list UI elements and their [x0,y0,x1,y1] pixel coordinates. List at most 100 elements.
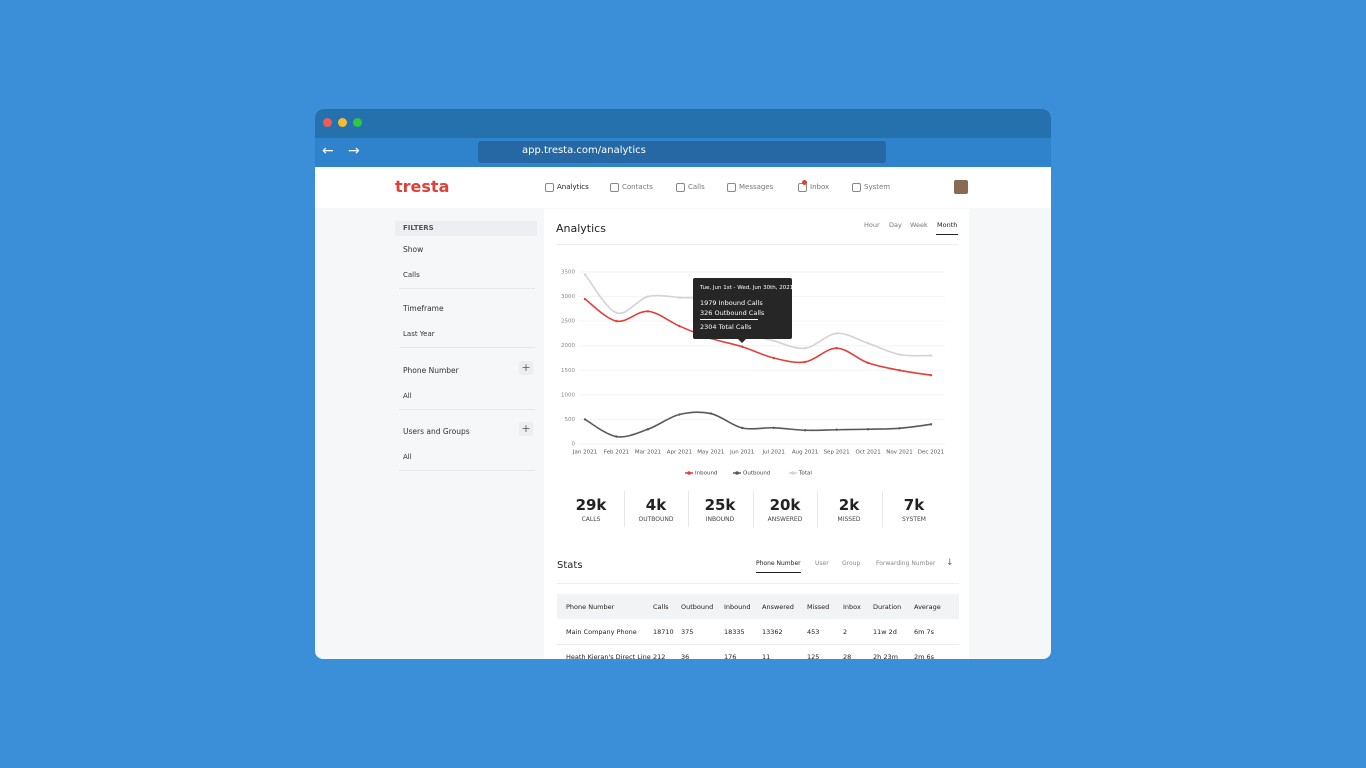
stats-tab[interactable]: User [815,560,829,567]
table-cell: Main Company Phone [566,628,637,636]
legend-label: Outbound [743,471,770,477]
table-cell: 2h 23m [873,653,898,659]
minimize-button[interactable] [338,118,347,127]
tooltip-line: 1979 Inbound Calls [700,299,763,307]
analytics-title: Analytics [556,222,606,235]
data-point [583,273,587,276]
stats-tab[interactable]: Phone Number [756,560,801,567]
heading-text: FILTERS [403,224,434,232]
nav-item[interactable]: Analytics [557,183,589,191]
analytics-card: Analytics [544,209,969,659]
address-row: ← → app.tresta.com/analytics [315,138,1051,167]
logo[interactable]: tresta [395,177,450,196]
table-cell: 36 [681,653,690,659]
data-point [835,346,838,350]
data-point [678,413,681,416]
series-line [584,411,932,438]
y-tick-label: 1000 [561,392,575,398]
table-cell: 18335 [724,628,745,636]
nav-item[interactable]: System [864,183,891,191]
stats-tab[interactable]: Forwarding Number [876,560,936,567]
table-header-cell: Missed [807,603,830,611]
data-point [741,345,744,348]
y-tick-label: 1500 [561,368,575,374]
y-tick-label: 0 [572,442,576,448]
filter-value[interactable]: All [403,453,412,461]
data-point [929,374,933,377]
url: app.tresta.com/analytics [522,145,646,156]
summary-divider [624,491,625,527]
address-bar[interactable]: app.tresta.com/analytics [478,141,886,163]
x-tick-label: Feb 2021 [604,450,629,456]
data-point [615,311,618,314]
data-point [646,310,650,313]
active-tab-underline [756,572,801,573]
summary-value: 7k [903,496,925,514]
table-cell: 18710 [653,628,674,636]
range-tab[interactable]: Hour [864,221,880,229]
x-tick-label: Aug 2021 [792,450,819,456]
filter-value[interactable]: Calls [403,271,420,279]
filter-label: Show [403,245,424,254]
close-button[interactable] [323,118,332,127]
forward-button[interactable]: → [348,143,360,159]
table-header-cell: Average [914,603,941,611]
table-cell: 11w 2d [873,628,897,636]
table-cell: 176 [724,653,737,659]
range-tab[interactable]: Week [910,221,928,229]
tooltip-arrow [737,338,747,343]
data-point [678,324,681,328]
series-line [584,298,932,376]
tooltip-line: 326 Outbound Calls [700,309,765,317]
data-point [866,361,870,365]
top-nav: tresta [315,167,1051,208]
tooltip-title: Tue, Jun 1st - Wed, Jun 30th, 2021 [700,285,794,291]
browser-window: ← → app.tresta.com/analytics tresta FILT… [315,109,1051,659]
stats-tab[interactable]: Group [842,560,861,567]
nav-item[interactable]: Contacts [622,183,653,191]
tooltip-rule [700,319,758,320]
x-tick-label: Sep 2021 [824,450,850,456]
nav-icon [676,183,685,192]
data-point [866,428,870,431]
table-header-cell: Outbound [681,603,714,611]
table-cell: 212 [653,653,666,659]
y-tick-label: 500 [565,417,576,423]
avatar[interactable] [954,180,968,194]
table-header-cell: Calls [653,603,669,611]
filter-value[interactable]: Last Year [403,330,435,338]
summary-value: 29k [575,496,607,514]
range-tab[interactable]: Month [937,221,958,229]
back-button[interactable]: ← [322,143,334,159]
data-point [803,429,807,432]
summary-label: OUTBOUND [638,516,674,523]
data-point [835,428,838,431]
summary-label: SYSTEM [902,516,926,523]
filter-label: Timeframe [403,304,444,313]
data-point [898,353,901,356]
add-button[interactable]: + [519,361,533,375]
filter-value[interactable]: All [403,392,412,400]
divider [557,583,959,584]
x-tick-label: Oct 2021 [855,450,880,456]
data-point [741,426,744,430]
table-cell: 11 [762,653,771,659]
data-point [678,296,681,299]
summary-label: MISSED [837,516,861,523]
download-icon[interactable]: ↓ [946,558,954,568]
nav-item[interactable]: Messages [739,183,774,191]
table-header-cell[interactable]: Phone Number [566,603,615,611]
legend-marker [735,471,739,475]
nav-item[interactable]: Inbox [810,183,830,191]
range-tab[interactable]: Day [889,221,902,229]
add-button[interactable]: + [519,422,533,436]
tooltip-line: 2304 Total Calls [700,323,752,331]
x-tick-label: Dec 2021 [918,450,944,456]
nav-item[interactable]: Calls [688,183,705,191]
table-header-cell: Duration [873,603,902,611]
maximize-button[interactable] [353,118,362,127]
data-point [803,346,807,350]
summary-label: CALLS [581,516,601,523]
stats-title: Stats [557,560,583,571]
